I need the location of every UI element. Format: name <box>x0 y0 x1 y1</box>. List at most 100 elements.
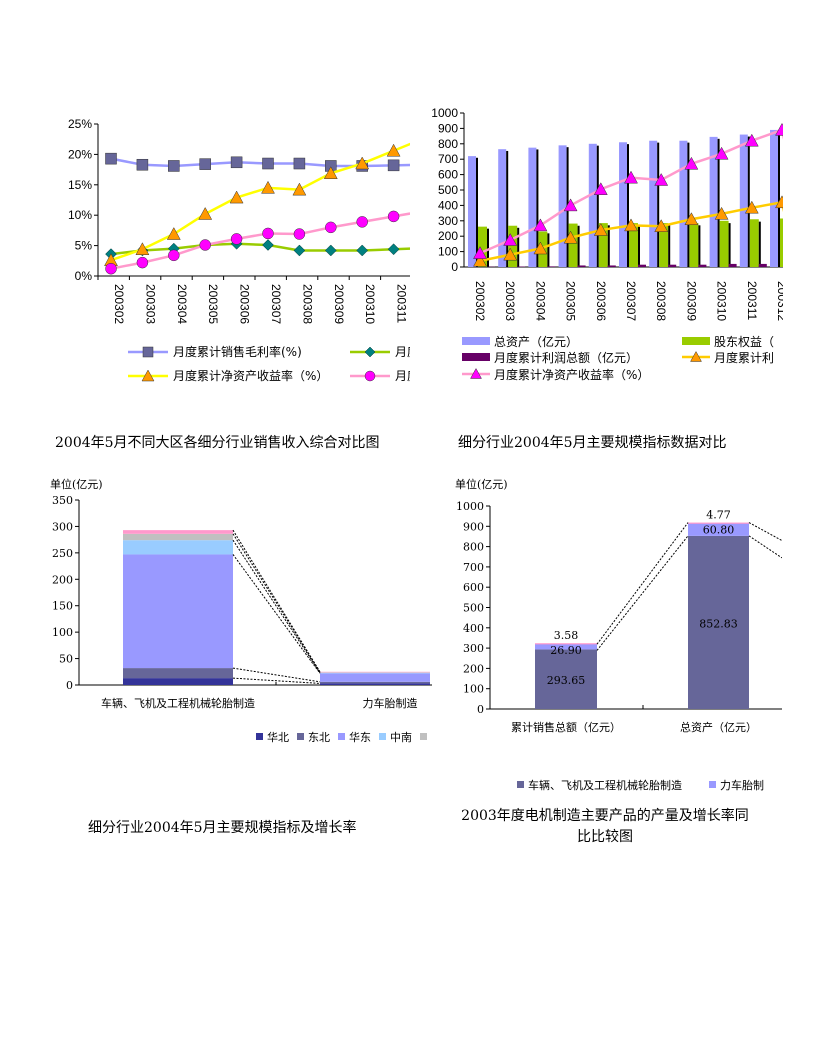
data-point <box>775 122 783 136</box>
x-tick-label: 200302 <box>473 281 487 321</box>
bar-shadow <box>657 142 660 267</box>
caption-line-2: 比比较图 <box>577 829 633 845</box>
caption-motor-products: 2003年度电机制造主要产品的产量及增长率同 比比较图 <box>445 806 765 848</box>
bar-shadow <box>717 138 720 267</box>
legend-label: 月度累计利润总额（亿元） <box>494 350 638 365</box>
data-point <box>355 156 370 170</box>
x-tick-label: 200312 <box>775 281 783 321</box>
bar-shadow <box>536 149 539 267</box>
bar-shadow <box>698 225 701 267</box>
y-tick-label: 700 <box>438 152 458 166</box>
data-point <box>533 241 548 255</box>
bar-total-assets <box>468 156 476 267</box>
legend-swatch <box>338 733 345 740</box>
bar-equity <box>719 220 729 267</box>
chart-profit-rates: 0% 5% 10% 15% 20% 25% 200302 200303 200304 200305… <box>68 117 410 383</box>
data-point <box>261 180 275 194</box>
bar-shadow <box>747 136 750 267</box>
legend-marker <box>364 370 376 382</box>
legend-marker <box>470 367 482 379</box>
y-tick-label: 25% <box>68 117 92 131</box>
connector-line <box>232 539 321 674</box>
bar-segment <box>123 668 233 679</box>
y-tick-label: 0% <box>75 269 93 283</box>
data-point <box>168 160 180 172</box>
bar-equity <box>689 223 699 267</box>
data-point <box>533 218 548 232</box>
data-point <box>654 219 669 232</box>
bar-segment <box>320 683 430 685</box>
x-tick-label: 200308 <box>654 281 668 321</box>
bar-total-assets <box>498 149 507 267</box>
data-point <box>387 159 400 172</box>
bar-equity <box>629 223 638 267</box>
data-label: 852.83 <box>699 617 738 630</box>
caption-regional-sales: 2004年5月不同大区各细分行业销售收入综合对比图 <box>55 435 380 451</box>
y-tick-label: 200 <box>463 662 484 675</box>
x-tick-label: 总资产（亿元） <box>680 720 757 734</box>
bar-profit <box>758 263 767 267</box>
data-label: 3.58 <box>554 629 579 642</box>
series-line <box>110 142 410 262</box>
data-point <box>293 244 306 257</box>
data-point <box>325 221 337 234</box>
data-point <box>684 212 699 226</box>
data-point <box>262 239 274 251</box>
bar-segment <box>688 523 749 536</box>
legend-swatch <box>420 733 427 740</box>
x-tick-label: 200303 <box>503 281 517 321</box>
x-tick-label: 200311 <box>395 284 409 323</box>
y-tick-label: 800 <box>438 137 458 151</box>
bar-shadow <box>728 223 731 267</box>
data-point <box>293 228 306 240</box>
y-tick-label: 150 <box>52 600 73 613</box>
data-point <box>744 200 759 214</box>
bar-equity <box>598 223 608 267</box>
y-tick-label: 1000 <box>456 500 484 513</box>
data-point <box>387 243 400 256</box>
legend-label: 东北 <box>308 731 330 744</box>
y-tick-label: 5% <box>75 239 93 253</box>
connector-line <box>232 667 321 683</box>
y-tick-label: 600 <box>438 168 458 182</box>
y-tick-label: 400 <box>463 622 484 635</box>
legend-label: 月度 <box>395 368 410 383</box>
legend-swatch <box>682 337 710 345</box>
data-point <box>105 152 117 165</box>
y-tick-label: 300 <box>463 642 484 655</box>
legend-swatch <box>462 353 490 361</box>
data-point <box>230 233 243 245</box>
y-tick-label: 500 <box>438 183 458 197</box>
unit-label: 单位(亿元) <box>50 477 103 491</box>
y-tick-label: 500 <box>463 602 484 615</box>
x-tick-label: 200305 <box>206 284 220 324</box>
data-point <box>744 133 759 147</box>
legend-swatch <box>297 733 304 740</box>
data-label: 4.77 <box>706 509 731 522</box>
connector-line <box>596 522 689 645</box>
x-tick-label: 200304 <box>533 281 547 321</box>
y-tick-label: 300 <box>438 214 458 228</box>
bar-segment <box>320 672 430 674</box>
bar-equity <box>508 225 518 267</box>
data-point <box>624 218 638 232</box>
y-tick-label: 20% <box>68 147 92 161</box>
bar-profit <box>638 264 646 267</box>
legend-label: 力车胎制 <box>720 778 764 792</box>
y-tick-label: 200 <box>438 229 458 243</box>
bar-segment <box>320 672 430 673</box>
y-tick-label: 350 <box>52 494 73 507</box>
y-tick-label: 400 <box>438 198 458 212</box>
legend-label: 月度累计销售毛利率(%) <box>173 344 302 359</box>
data-point <box>262 157 274 170</box>
connector-line <box>232 529 321 673</box>
connector-line <box>748 522 782 542</box>
y-tick-label: 15% <box>68 178 92 192</box>
legend-marker <box>142 346 154 358</box>
legend-marker <box>364 346 376 358</box>
bar-profit <box>577 265 586 267</box>
bar-profit <box>728 263 737 267</box>
bar-profit <box>607 265 616 267</box>
x-tick-label: 200306 <box>594 281 608 321</box>
